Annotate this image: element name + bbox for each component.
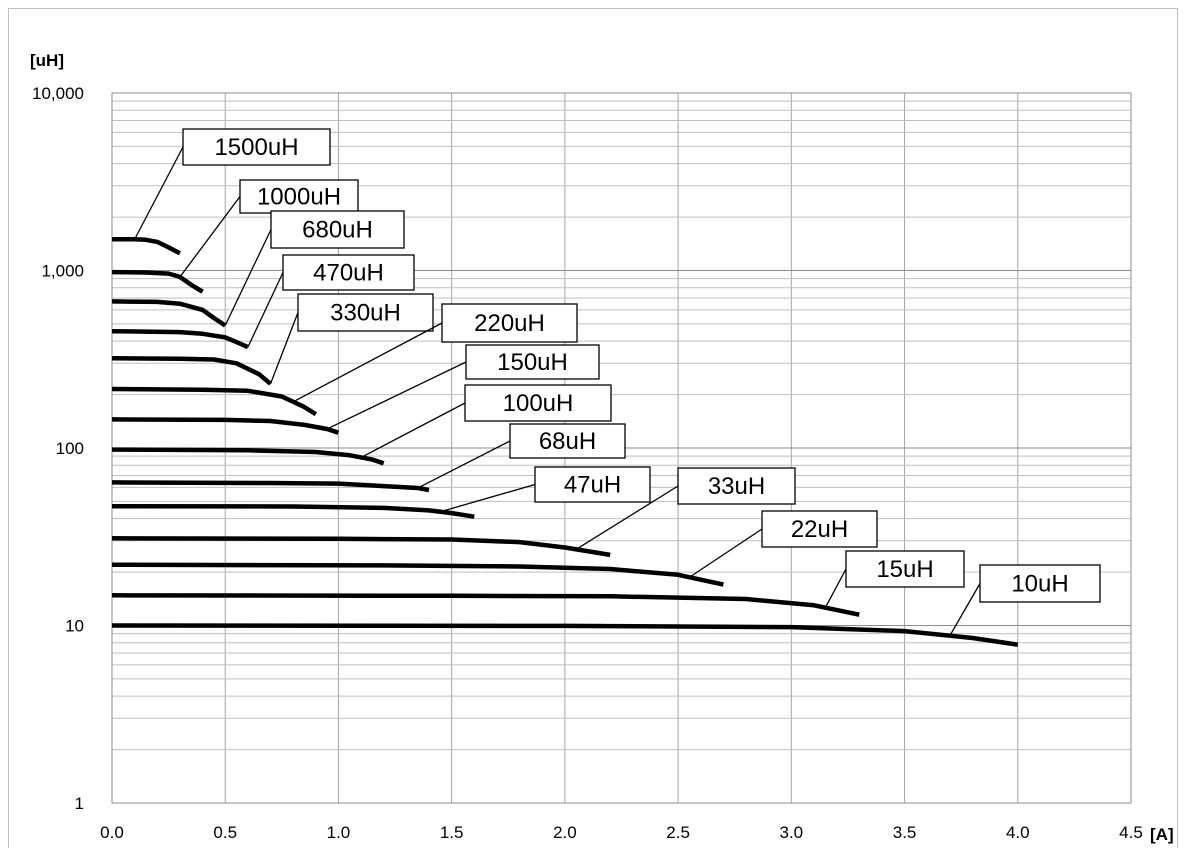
series-label: 100uH [503, 390, 574, 417]
callout-box [845, 550, 965, 588]
label-layer: 1500uH 1000uH 680uH 470uH 330uH 220uH 150uH 100… [134, 128, 1101, 637]
x-tick-label: 1.0 [327, 823, 351, 842]
series-line [111, 593, 860, 617]
callout-leader-line [326, 361, 467, 430]
plot-border [111, 92, 1132, 804]
callout-box [677, 467, 796, 505]
series-line [112, 236, 181, 256]
series-label: 1000uH [257, 184, 341, 211]
callout-leader-line [224, 229, 272, 326]
y-tick-label: 1,000 [41, 262, 84, 281]
callout-leader-line [824, 568, 847, 608]
series-line [111, 328, 249, 350]
series-line [111, 480, 430, 493]
series-line [111, 562, 724, 587]
callout-leader-line [575, 485, 679, 550]
y-axis-unit: [uH] [30, 51, 64, 70]
series-callout: 22uH [689, 510, 878, 578]
y-tick-label: 1 [75, 794, 84, 813]
series-line [111, 269, 204, 294]
x-tick-label: 1.5 [440, 823, 464, 842]
series-callout: 15uH [824, 550, 965, 608]
series-label: 330uH [330, 300, 401, 327]
series-label: 68uH [539, 428, 596, 455]
x-tick-label: 0.5 [213, 823, 237, 842]
callout-box [979, 564, 1101, 603]
series-line [111, 503, 475, 519]
series-callout: 1500uH [134, 128, 331, 240]
callout-box [464, 384, 612, 422]
x-tick-label: 0.0 [100, 823, 124, 842]
series-callout: 330uH [269, 293, 434, 385]
series-label: 680uH [302, 217, 373, 244]
callout-leader-line [440, 483, 536, 513]
callout-box [270, 210, 405, 249]
series-label: 33uH [708, 473, 765, 500]
callout-box [761, 510, 878, 548]
y-tick-label: 10 [65, 617, 84, 636]
callout-leader-line [949, 583, 981, 637]
series-callout: 470uH [247, 254, 415, 348]
x-tick-label: 4.5 [1119, 823, 1143, 842]
series-label: 1500uH [214, 134, 298, 161]
series-label: 10uH [1011, 571, 1068, 598]
x-tick-label: 2.0 [553, 823, 577, 842]
series-line [111, 299, 227, 328]
callout-leader-line [179, 196, 241, 278]
x-axis: 0.0 0.5 1.0 1.5 2.0 2.5 3.0 3.5 4.0 4.5 [100, 823, 1143, 842]
series-line [111, 386, 317, 417]
callout-leader-line [247, 272, 284, 348]
series-layer [111, 236, 1019, 647]
x-tick-label: 3.5 [893, 823, 917, 842]
x-axis-unit: [A] [1150, 825, 1174, 844]
chart-frame [8, 8, 1178, 848]
series-callout: 10uH [949, 564, 1101, 637]
callout-box [509, 423, 626, 459]
callout-box [465, 344, 600, 380]
series-label: 470uH [313, 260, 384, 287]
x-tick-label: 4.0 [1006, 823, 1030, 842]
callout-box [297, 293, 434, 332]
x-tick-label: 2.5 [666, 823, 690, 842]
y-tick-label: 100 [56, 439, 84, 458]
series-line [111, 356, 272, 386]
series-line [111, 447, 385, 466]
series-callout: 220uH [292, 303, 578, 403]
series-callout: 33uH [575, 467, 796, 550]
callout-leader-line [360, 402, 466, 459]
series-label: 220uH [474, 310, 545, 337]
y-axis: 1 10 100 1,000 10,000 [32, 84, 84, 813]
callout-leader-line [417, 440, 511, 489]
series-callout: 150uH [326, 344, 600, 430]
series-callout: 68uH [417, 423, 626, 489]
series-callout: 100uH [360, 384, 612, 459]
series-line [111, 623, 1019, 647]
series-line [111, 536, 611, 558]
series-label: 22uH [791, 516, 848, 543]
series-callout: 680uH [224, 210, 405, 326]
callout-leader-line [134, 146, 184, 240]
callout-box [282, 254, 415, 291]
series-line [111, 417, 340, 435]
callout-leader-line [689, 528, 763, 578]
callout-leader-line [292, 322, 443, 403]
series-label: 47uH [564, 472, 621, 499]
series-label: 15uH [876, 556, 933, 583]
callout-leader-line [269, 312, 299, 385]
series-label: 150uH [497, 349, 568, 376]
callout-box [441, 303, 578, 343]
series-callout: 47uH [440, 466, 651, 513]
callout-box [534, 466, 651, 503]
callout-box [182, 128, 331, 166]
y-tick-label: 10,000 [32, 84, 84, 103]
x-tick-label: 3.0 [780, 823, 804, 842]
